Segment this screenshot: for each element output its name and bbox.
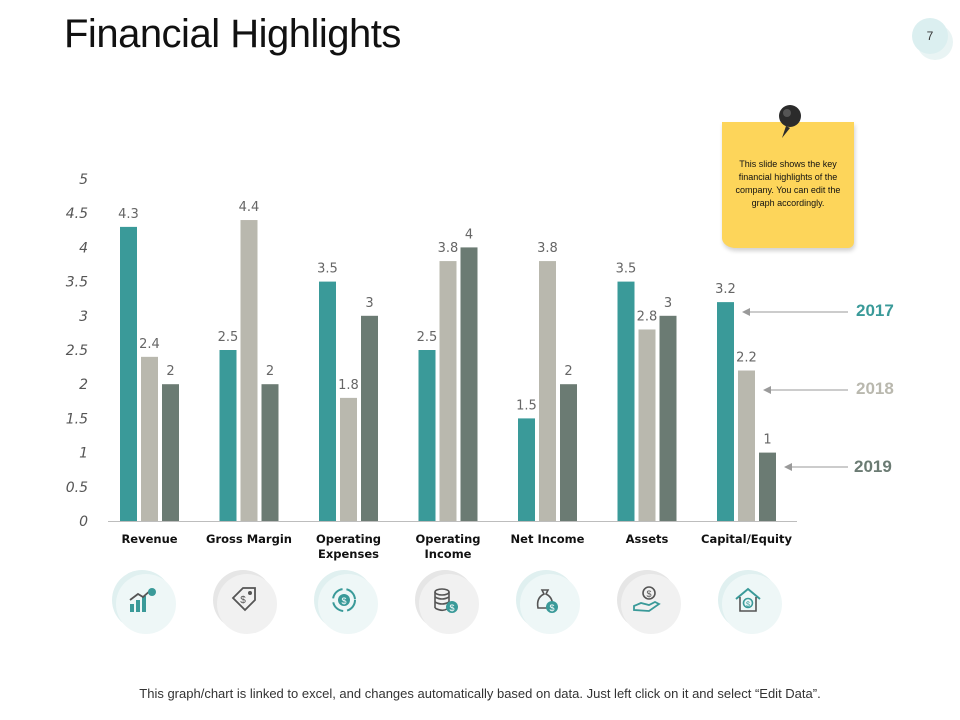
legend-arrowhead (742, 308, 750, 316)
data-label: 3.5 (317, 262, 338, 277)
legend-label-2018: 2018 (856, 379, 894, 398)
data-label: 2 (266, 364, 274, 379)
data-label: 3.2 (715, 282, 736, 297)
price-tag-icon-badge: $ (213, 570, 277, 634)
svg-text:$: $ (746, 602, 750, 609)
cycle-dollar-icon: $ (332, 588, 356, 612)
cycle-dollar-icon-badge: $ (314, 570, 378, 634)
legend-arrowhead (784, 463, 792, 471)
bar-2019-operating-expenses (361, 315, 378, 521)
data-label: 2 (564, 364, 572, 379)
bar-2018-capital-equity (738, 370, 755, 521)
data-label: 3.8 (537, 241, 558, 256)
slide-title: Financial Highlights (64, 12, 401, 56)
data-label: 1.5 (516, 398, 537, 413)
category-label: Assets (626, 532, 669, 546)
data-label: 2.5 (417, 330, 438, 345)
hand-dollar-icon-badge: $ (617, 570, 681, 634)
bar-2019-operating-income (460, 247, 478, 521)
svg-text:$: $ (341, 596, 346, 606)
bar-2017-operating-expenses (319, 281, 336, 521)
data-label: 3.8 (438, 241, 459, 256)
bar-2018-assets (638, 329, 656, 521)
data-label: 2.4 (139, 337, 160, 352)
data-label: 1.8 (338, 378, 359, 393)
money-bag-icon-badge: $ (516, 570, 580, 634)
bar-2019-net-income (560, 384, 577, 521)
data-label: 2.2 (736, 351, 757, 366)
y-tick-label: 2 (79, 377, 88, 393)
growth-chart-icon-badge (112, 570, 176, 634)
category-label: Operating (415, 532, 480, 546)
category-label: Gross Margin (206, 532, 292, 546)
category-label: Income (425, 547, 472, 561)
data-label: 2 (166, 364, 174, 379)
bar-2019-gross-margin (261, 384, 279, 521)
bar-2018-operating-income (439, 261, 457, 521)
y-tick-label: 3.5 (66, 275, 88, 291)
svg-text:$: $ (646, 589, 651, 599)
bar-2017-assets (617, 281, 635, 521)
legend-arrowhead (763, 386, 771, 394)
bar-2018-net-income (539, 261, 556, 521)
data-label: 3 (664, 296, 672, 311)
data-label: 3.5 (616, 262, 637, 277)
bar-2018-gross-margin (240, 220, 258, 522)
svg-text:$: $ (240, 595, 246, 606)
category-label: Net Income (511, 532, 585, 546)
bar-2017-gross-margin (219, 350, 237, 521)
y-tick-label: 4 (79, 240, 88, 256)
hand-dollar-icon: $ (633, 586, 661, 612)
svg-text:$: $ (549, 603, 554, 613)
y-tick-label: 0 (79, 514, 88, 530)
category-label: Revenue (121, 532, 177, 546)
data-label: 2.5 (218, 330, 239, 345)
sticky-note: This slide shows the key financial highl… (722, 122, 854, 248)
category-label: Expenses (318, 547, 379, 561)
y-tick-label: 2.5 (66, 343, 88, 359)
bar-2017-revenue (120, 226, 137, 521)
house-dollar-icon-badge: $ (718, 570, 782, 634)
svg-text:$: $ (449, 603, 454, 613)
bar-2018-revenue (141, 356, 158, 521)
bar-2019-assets (659, 315, 677, 521)
bar-2019-capital-equity (759, 452, 776, 521)
data-label: 4 (465, 227, 473, 242)
category-label: Capital/Equity (701, 532, 792, 546)
y-tick-label: 1.5 (66, 411, 88, 427)
footer-note: This graph/chart is linked to excel, and… (139, 686, 821, 701)
coin-stack-icon-badge: $ (415, 570, 479, 634)
y-tick-label: 3 (79, 309, 88, 325)
growth-chart-icon (129, 588, 156, 612)
y-tick-label: 0.5 (66, 480, 88, 496)
sticky-note-text: This slide shows the key financial highl… (735, 159, 841, 208)
data-label: 3 (365, 296, 373, 311)
money-bag-icon: $ (536, 589, 558, 613)
bar-2017-net-income (518, 418, 535, 521)
data-label: 1 (763, 433, 771, 448)
y-tick-label: 5 (79, 172, 88, 188)
house-dollar-icon: $ (735, 587, 761, 612)
y-tick-label: 4.5 (66, 206, 88, 222)
bar-2019-revenue (162, 384, 179, 521)
data-label: 4.3 (118, 207, 139, 222)
bar-2017-capital-equity (717, 302, 734, 521)
legend-label-2019: 2019 (854, 457, 892, 476)
page-number: 7 (926, 29, 934, 43)
y-tick-label: 1 (79, 446, 88, 462)
data-label: 2.8 (637, 309, 658, 324)
bar-2018-operating-expenses (340, 397, 357, 521)
category-label: Operating (316, 532, 381, 546)
legend-label-2017: 2017 (856, 301, 894, 320)
price-tag-icon: $ (231, 587, 256, 612)
coin-stack-icon: $ (434, 588, 458, 613)
bar-2017-operating-income (418, 350, 436, 521)
pushpin-icon (779, 105, 801, 138)
data-label: 4.4 (239, 200, 260, 215)
